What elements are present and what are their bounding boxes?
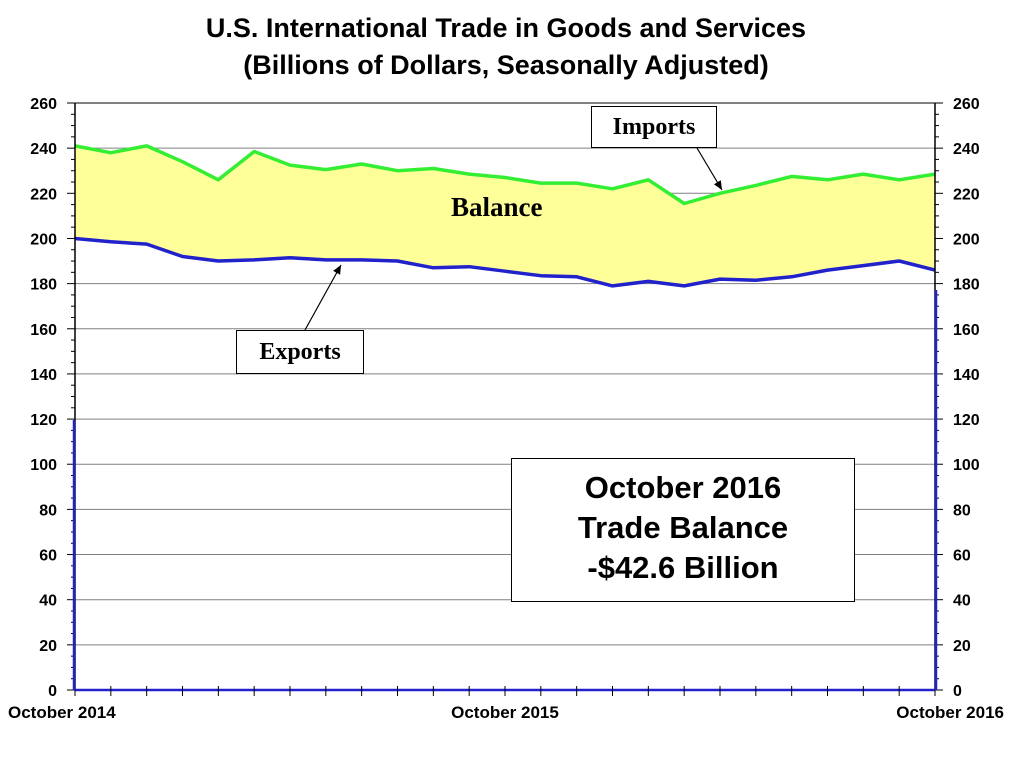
- y-tick-label-left: 160: [30, 322, 57, 339]
- y-tick-label-right: 80: [953, 502, 971, 519]
- y-tick-label-right: 120: [953, 412, 980, 429]
- exports-pointer: [304, 264, 342, 331]
- y-tick-label-left: 60: [39, 548, 57, 565]
- y-tick-label-right: 140: [953, 367, 980, 384]
- y-tick-label-right: 180: [953, 277, 980, 294]
- imports-callout: Imports: [591, 106, 717, 148]
- callout-pointers: [304, 147, 723, 331]
- y-tick-label-left: 100: [30, 457, 57, 474]
- chart-title-line2: (Billions of Dollars, Seasonally Adjuste…: [243, 50, 769, 80]
- x-tick-label: October 2016: [896, 703, 1004, 722]
- exports-pointer-head: [333, 265, 341, 275]
- y-tick-label-right: 0: [953, 683, 962, 700]
- y-tick-label-right: 160: [953, 322, 980, 339]
- y-tick-label-left: 20: [39, 638, 57, 655]
- axes: 0 0 20 20 40 40 60 60 80 80 100 100 120 120 140 140 160 1…: [8, 96, 1004, 722]
- y-tick-label-right: 60: [953, 548, 971, 565]
- y-tick-label-right: 260: [953, 96, 980, 113]
- x-tick-label: October 2015: [451, 703, 559, 722]
- exports-line: [74, 236, 936, 288]
- y-tick-label-left: 180: [30, 277, 57, 294]
- balance-label: Balance: [451, 192, 543, 222]
- y-tick-label-right: 20: [953, 638, 971, 655]
- y-tick-label-right: 100: [953, 457, 980, 474]
- y-tick-label-left: 200: [30, 231, 57, 248]
- y-tick-label-left: 40: [39, 593, 57, 610]
- y-tick-label-right: 40: [953, 593, 971, 610]
- y-tick-label-right: 240: [953, 141, 980, 158]
- y-tick-label-left: 240: [30, 141, 57, 158]
- y-tick-label-left: 140: [30, 367, 57, 384]
- balance-area: [75, 145, 935, 286]
- chart-title-line1: U.S. International Trade in Goods and Se…: [205, 13, 807, 43]
- y-tick-label-left: 120: [30, 412, 57, 429]
- exports-callout: Exports: [236, 330, 364, 374]
- y-tick-label-left: 0: [48, 683, 57, 700]
- y-tick-label-left: 260: [30, 96, 57, 113]
- info-box-date: October 2016: [584, 470, 782, 505]
- info-box-value: -$42.6 Billion: [587, 550, 779, 585]
- imports-pointer-head: [713, 180, 722, 190]
- x-tick-label: October 2014: [8, 703, 116, 722]
- info-box-heading: Trade Balance: [577, 510, 789, 545]
- y-tick-label-left: 220: [30, 186, 57, 203]
- y-tick-label-right: 200: [953, 231, 980, 248]
- trade-balance-box: October 2016 Trade Balance -$42.6 Billio…: [511, 458, 855, 602]
- y-tick-label-left: 80: [39, 502, 57, 519]
- imports-line: [74, 144, 936, 206]
- y-tick-label-right: 220: [953, 186, 980, 203]
